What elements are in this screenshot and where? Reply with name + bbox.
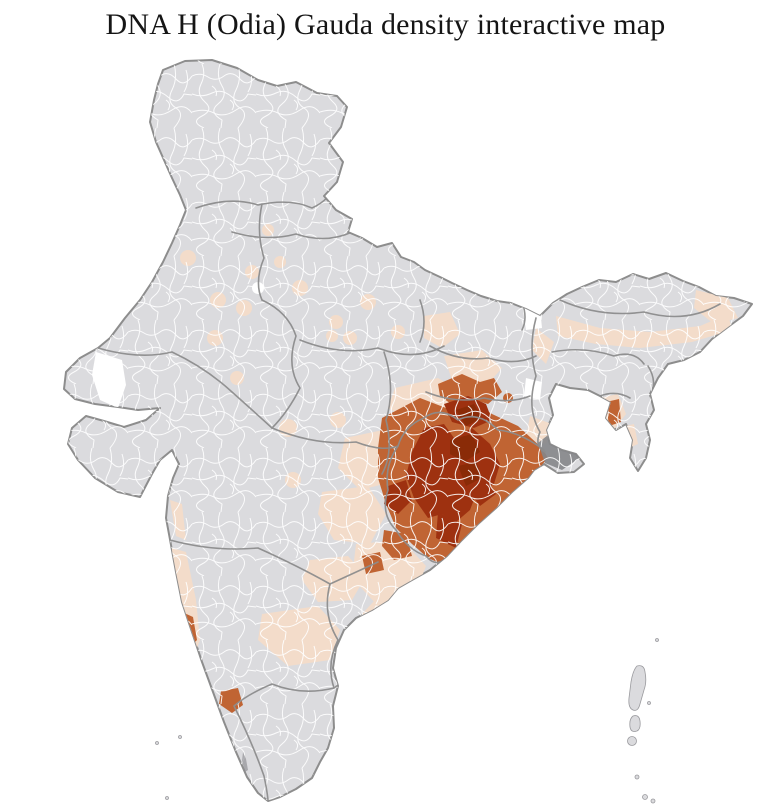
state-border-line	[531, 317, 546, 453]
islands[interactable]	[155, 638, 659, 804]
state-border-line	[425, 391, 531, 402]
state-border-line	[381, 351, 392, 475]
state-border-line	[97, 347, 273, 429]
state-border-line	[233, 583, 339, 801]
island-dot[interactable]	[642, 794, 648, 800]
island-dot[interactable]	[655, 638, 659, 642]
andaman-main-island[interactable]	[628, 665, 647, 711]
lakshadweep-islands[interactable]	[155, 735, 182, 800]
state-borders	[97, 181, 721, 801]
state-border-line	[231, 231, 353, 240]
state-border-line	[559, 299, 721, 318]
state-border-line	[257, 203, 265, 301]
state-border-line	[261, 299, 301, 429]
island-dot[interactable]	[627, 736, 637, 746]
kerala-backwaters	[242, 752, 248, 772]
island-dot[interactable]	[178, 735, 182, 739]
island-dot[interactable]	[165, 796, 169, 800]
island-dot[interactable]	[647, 701, 651, 705]
island-dot[interactable]	[155, 741, 159, 745]
andaman-nicobar-islands[interactable]	[627, 638, 659, 804]
andaman-south-island[interactable]	[629, 715, 641, 732]
state-border-line	[169, 539, 379, 585]
state-border-line	[333, 659, 373, 689]
page-title: DNA H (Odia) Gauda density interactive m…	[105, 8, 666, 41]
state-border-line	[271, 427, 399, 450]
island-dot[interactable]	[650, 798, 656, 804]
state-border-line	[429, 345, 537, 363]
state-border-line	[384, 411, 545, 564]
state-border-line	[299, 299, 445, 356]
island-dot[interactable]	[634, 774, 640, 780]
